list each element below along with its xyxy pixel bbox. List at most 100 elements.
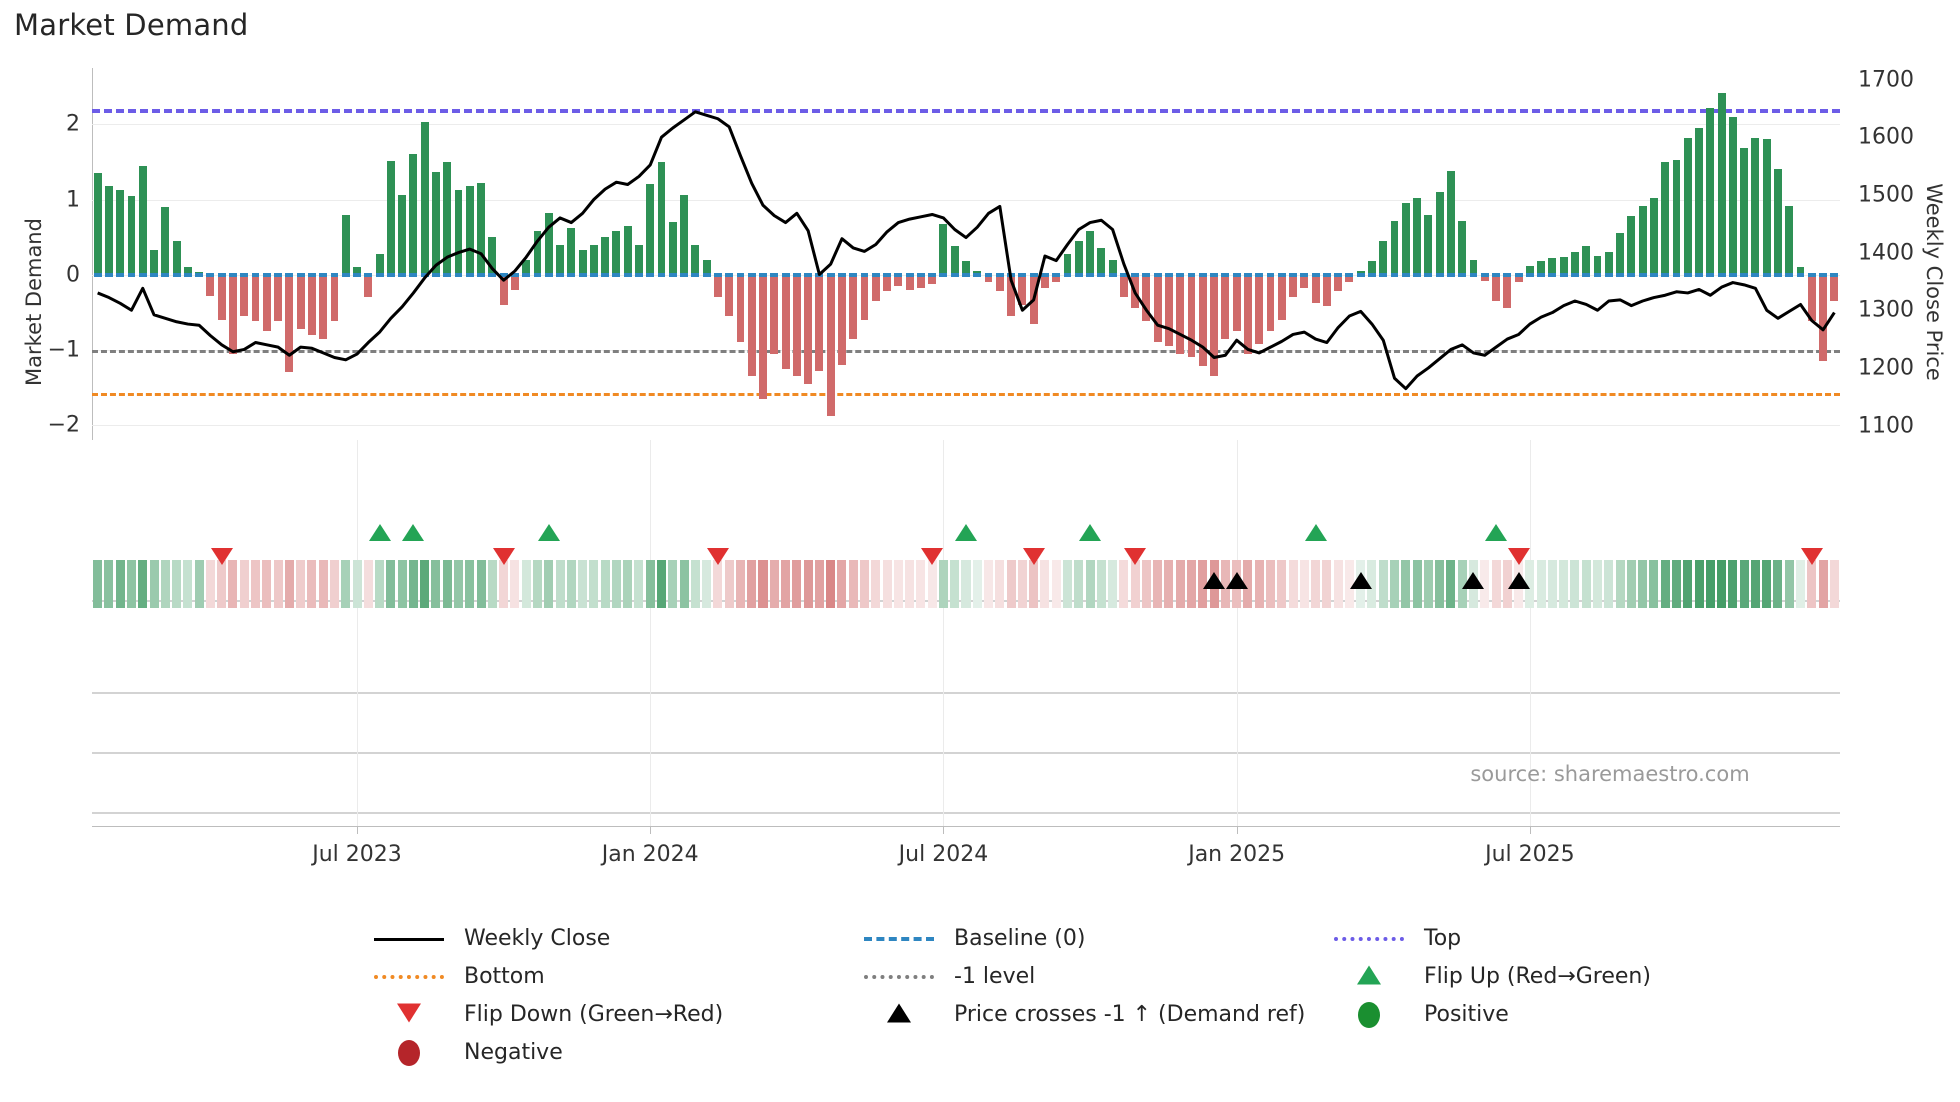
demand-bar xyxy=(916,274,925,289)
baseline-segment xyxy=(353,272,361,277)
baseline-segment xyxy=(635,272,643,277)
legend-item-weekly-close[interactable]: Weekly Close xyxy=(370,927,860,951)
heat-cell xyxy=(93,560,103,608)
demand-bar xyxy=(860,274,869,320)
baseline-segment xyxy=(510,272,519,277)
legend-item-label: Flip Up (Red→Green) xyxy=(1424,964,1651,989)
flip-down-marker[interactable] xyxy=(1022,548,1045,565)
price-cross-marker[interactable] xyxy=(1203,572,1226,589)
baseline-segment xyxy=(443,272,452,277)
y-tick-left-label: 0 xyxy=(66,262,80,288)
heat-cell xyxy=(1164,560,1174,608)
price-cross-marker[interactable] xyxy=(1462,572,1485,589)
demand-bar xyxy=(353,267,361,275)
demand-bar xyxy=(984,274,993,283)
legend-item-negative[interactable]: Negative xyxy=(370,1040,860,1066)
baseline-segment xyxy=(894,272,903,277)
flip-up-marker[interactable] xyxy=(1485,524,1508,541)
baseline-segment xyxy=(984,272,993,277)
flip-up-marker[interactable] xyxy=(1304,524,1327,541)
flip-up-marker[interactable] xyxy=(537,524,560,541)
flip-up-marker[interactable] xyxy=(402,524,425,541)
legend-item-bottom[interactable]: Bottom xyxy=(370,965,860,989)
heat-cell xyxy=(487,560,497,608)
demand-bar xyxy=(1616,233,1625,275)
y-tick-left-label: 2 xyxy=(66,111,80,137)
flip-down-marker[interactable] xyxy=(921,548,944,565)
lower-panel-vline xyxy=(1529,440,1531,830)
baseline-segment xyxy=(477,272,485,277)
baseline-segment xyxy=(1751,272,1760,277)
heat-cell xyxy=(138,560,148,608)
demand-bar xyxy=(612,231,621,275)
heat-cell xyxy=(961,560,971,608)
baseline-segment xyxy=(1277,272,1286,277)
lower-panel-vline xyxy=(357,440,359,830)
price-cross-marker[interactable] xyxy=(1507,572,1530,589)
flip-up-marker[interactable] xyxy=(955,524,977,541)
flip-down-marker[interactable] xyxy=(1507,548,1530,565)
legend-item-top[interactable]: Top xyxy=(1330,927,1750,951)
heat-cell xyxy=(1006,560,1016,608)
baseline-segment xyxy=(1119,272,1128,277)
heat-cell xyxy=(1062,560,1072,608)
baseline-segment xyxy=(1086,272,1094,277)
x-tick-label: Jul 2025 xyxy=(1485,842,1575,867)
flip-down-marker[interactable] xyxy=(492,548,515,565)
flip-down-marker[interactable] xyxy=(210,548,233,565)
baseline-segment xyxy=(601,272,610,277)
baseline-segment xyxy=(127,272,136,277)
baseline-segment xyxy=(1762,272,1771,277)
heat-cell xyxy=(1525,560,1535,608)
baseline-segment xyxy=(1356,272,1365,277)
legend-item-flip-up-red-green[interactable]: Flip Up (Red→Green) xyxy=(1330,965,1750,989)
flip-down-marker[interactable] xyxy=(1800,548,1823,565)
baseline-segment xyxy=(262,272,271,277)
legend-item-price-crosses-1-demand-ref[interactable]: Price crosses -1 ↑ (Demand ref) xyxy=(860,1003,1330,1027)
flip-up-marker[interactable] xyxy=(1079,524,1102,541)
baseline-segment xyxy=(364,272,373,277)
baseline-segment xyxy=(736,272,745,277)
heat-cell xyxy=(1175,560,1185,608)
baseline-segment xyxy=(691,272,700,277)
demand-bar xyxy=(1751,137,1760,275)
baseline-segment xyxy=(274,272,283,277)
demand-bar xyxy=(589,244,598,275)
demand-bar xyxy=(1661,161,1670,275)
baseline-segment xyxy=(319,272,328,277)
heat-cell xyxy=(1277,560,1287,608)
flip-up-marker[interactable] xyxy=(368,524,391,541)
demand-bar xyxy=(161,207,170,275)
heat-cell xyxy=(115,560,125,608)
legend-item-flip-down-green-red[interactable]: Flip Down (Green→Red) xyxy=(370,1003,860,1027)
heat-cell xyxy=(803,560,813,608)
heat-cell xyxy=(747,560,757,608)
heat-cell xyxy=(239,560,249,608)
heat-cell xyxy=(578,560,588,608)
legend-item-positive[interactable]: Positive xyxy=(1330,1002,1750,1028)
heat-cell xyxy=(645,560,655,608)
baseline-segment xyxy=(1029,272,1038,277)
price-cross-marker[interactable] xyxy=(1225,572,1248,589)
price-cross-marker[interactable] xyxy=(1349,572,1372,589)
baseline-segment xyxy=(138,272,147,277)
heat-cell xyxy=(1671,560,1681,608)
flip-down-marker[interactable] xyxy=(1124,548,1147,565)
y-axis-right-label: Weekly Close Price xyxy=(1922,183,1946,381)
baseline-segment xyxy=(1131,272,1140,277)
demand-bar xyxy=(1086,231,1094,275)
x-tick-label: Jan 2025 xyxy=(1188,842,1286,867)
legend-item-baseline-0[interactable]: Baseline (0) xyxy=(860,927,1330,951)
heat-cell xyxy=(521,560,531,608)
legend-item-label: -1 level xyxy=(954,964,1036,989)
legend-glyph-shape xyxy=(1334,937,1404,941)
demand-bar xyxy=(262,274,271,332)
gridline-y xyxy=(92,124,1840,126)
legend-item-1-level[interactable]: -1 level xyxy=(860,965,1330,989)
demand-bar xyxy=(1740,148,1749,275)
flip-down-marker[interactable] xyxy=(706,548,729,565)
baseline-segment xyxy=(838,272,846,277)
baseline-segment xyxy=(522,272,531,277)
heat-cell xyxy=(532,560,542,608)
baseline-segment xyxy=(1198,272,1207,277)
